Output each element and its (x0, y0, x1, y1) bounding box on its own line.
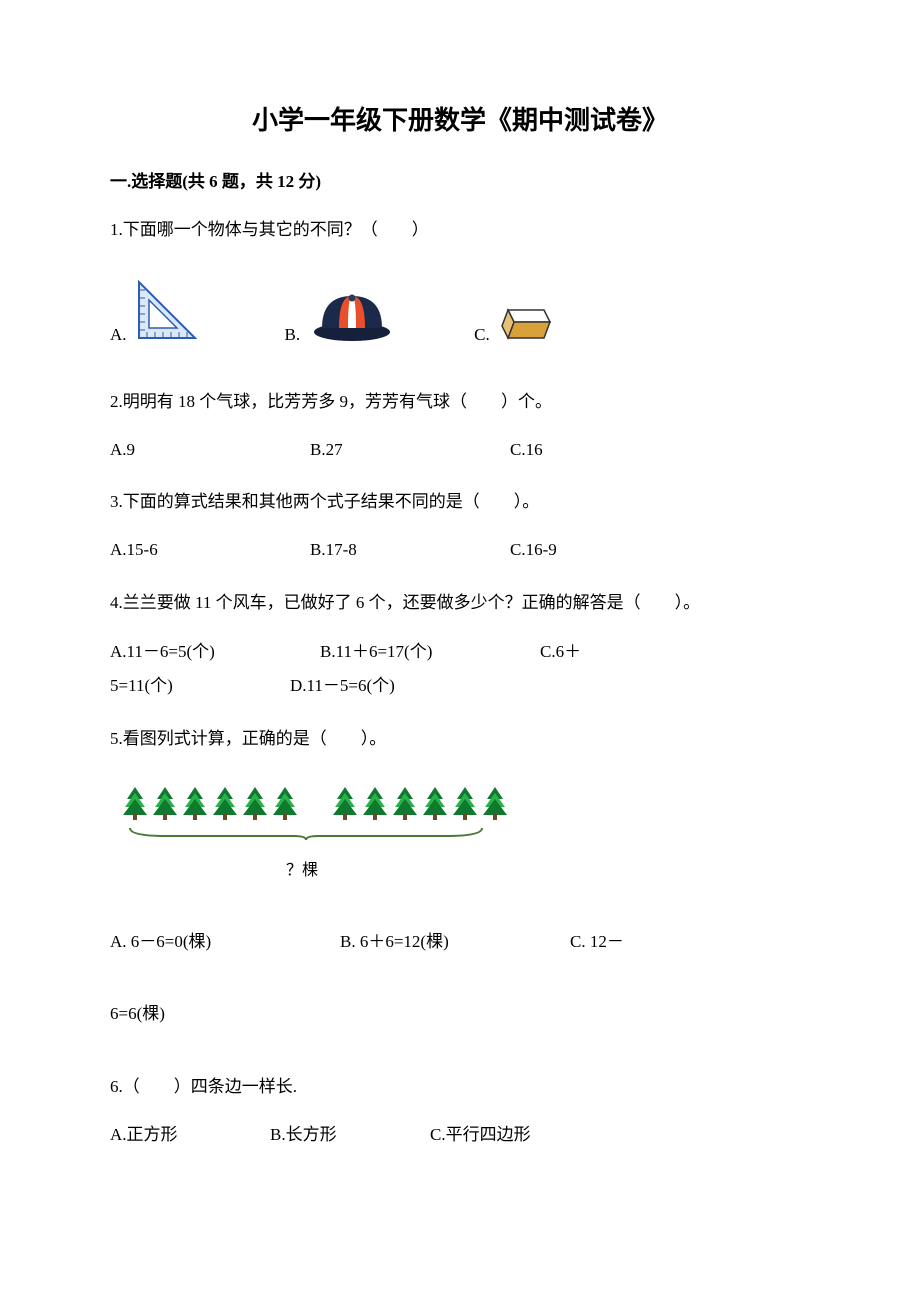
bracket-label: ？棵 (286, 856, 810, 886)
q5-optA: A. 6－6=0(棵) (110, 926, 340, 958)
q4-options: A.11－6=5(个) B.11＋6=17(个) C.6＋ 5=11(个) D.… (110, 635, 810, 703)
q2-optC: C.16 (510, 434, 710, 466)
q2-stem: 2.明明有 18 个气球，比芳芳多 9，芳芳有气球（ ）个。 (110, 386, 810, 418)
page-title: 小学一年级下册数学《期中测试卷》 (110, 100, 810, 137)
q1-option-b: B. (285, 288, 395, 355)
section-header: 一.选择题(共 6 题，共 12 分) (110, 167, 810, 192)
question-5: 5.看图列式计算，正确的是（ ）。 ？棵 A. 6－6=0(棵) B. 6＋6=… (110, 723, 810, 1031)
q3-optA: A.15-6 (110, 534, 310, 566)
question-4: 4.兰兰要做 11 个风车，已做好了 6 个，还要做多少个？正确的解答是（ ）。… (110, 587, 810, 703)
eraser-icon (496, 304, 554, 355)
q5-figure: ？棵 (110, 785, 810, 886)
tree-icon (242, 785, 268, 821)
q3-stem: 3.下面的算式结果和其他两个式子结果不同的是（ ）。 (110, 486, 810, 518)
tree-icon (482, 785, 508, 821)
tree-icon (152, 785, 178, 821)
question-6: 6.（ ）四条边一样长. A.正方形 B.长方形 C.平行四边形 (110, 1071, 810, 1152)
cap-icon (306, 288, 394, 355)
tree-icon (122, 785, 148, 821)
tree-icon (182, 785, 208, 821)
q1-optB-label: B. (285, 319, 301, 351)
q4-optC-prefix: C.6＋ (540, 635, 581, 669)
q6-optC: C.平行四边形 (430, 1119, 590, 1151)
q5-optC-cont: 6=6(棵) (110, 998, 810, 1030)
tree-icon (212, 785, 238, 821)
q1-option-a: A. (110, 276, 205, 355)
q6-options: A.正方形 B.长方形 C.平行四边形 (110, 1119, 810, 1151)
question-1: 1.下面哪一个物体与其它的不同？（ ） A. (110, 214, 810, 356)
tree-icon (332, 785, 358, 821)
q1-stem: 1.下面哪一个物体与其它的不同？（ ） (110, 214, 810, 246)
tree-icon (422, 785, 448, 821)
q1-optA-label: A. (110, 319, 127, 351)
q6-stem: 6.（ ）四条边一样长. (110, 1071, 810, 1103)
q4-optA: A.11－6=5(个) (110, 635, 320, 669)
triangle-ruler-icon (133, 276, 205, 355)
q4-optD: D.11－5=6(个) (290, 669, 395, 703)
q6-optB: B.长方形 (270, 1119, 430, 1151)
q3-optB: B.17-8 (310, 534, 510, 566)
q2-options: A.9 B.27 C.16 (110, 434, 810, 466)
tree-icon (272, 785, 298, 821)
question-3: 3.下面的算式结果和其他两个式子结果不同的是（ ）。 A.15-6 B.17-8… (110, 486, 810, 567)
question-2: 2.明明有 18 个气球，比芳芳多 9，芳芳有气球（ ）个。 A.9 B.27 … (110, 386, 810, 467)
q5-options: A. 6－6=0(棵) B. 6＋6=12(棵) C. 12－ (110, 926, 810, 958)
q2-optB: B.27 (310, 434, 510, 466)
q5-stem: 5.看图列式计算，正确的是（ ）。 (110, 723, 810, 755)
q1-option-c: C. (474, 304, 554, 355)
q1-options: A. (110, 276, 810, 355)
tree-icon (392, 785, 418, 821)
q5-optB: B. 6＋6=12(棵) (340, 926, 570, 958)
q3-options: A.15-6 B.17-8 C.16-9 (110, 534, 810, 566)
q4-stem: 4.兰兰要做 11 个风车，已做好了 6 个，还要做多少个？正确的解答是（ ）。 (110, 587, 810, 619)
q1-optC-label: C. (474, 319, 490, 351)
bracket-icon (126, 826, 486, 842)
tree-icon (362, 785, 388, 821)
q5-optC-prefix: C. 12－ (570, 926, 624, 958)
q4-optC-cont: 5=11(个) (110, 669, 290, 703)
q6-optA: A.正方形 (110, 1119, 270, 1151)
q3-optC: C.16-9 (510, 534, 710, 566)
tree-icon (452, 785, 478, 821)
q2-optA: A.9 (110, 434, 310, 466)
q4-optB: B.11＋6=17(个) (320, 635, 540, 669)
tree-row (122, 785, 810, 821)
